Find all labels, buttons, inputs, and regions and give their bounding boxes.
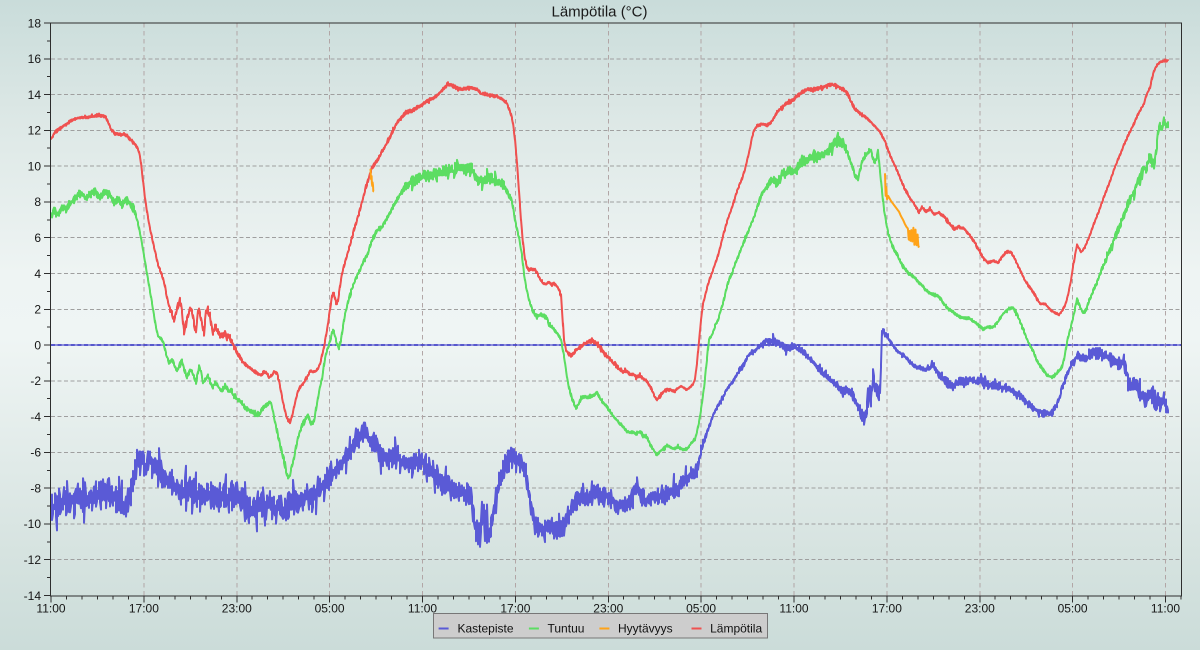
svg-text:Lämpötila: Lämpötila [710, 622, 762, 636]
svg-text:Kastepiste: Kastepiste [458, 622, 514, 636]
svg-text:Hyytävyys: Hyytävyys [618, 622, 673, 636]
svg-text:11:00: 11:00 [779, 602, 808, 616]
svg-text:11:00: 11:00 [1151, 602, 1180, 616]
svg-text:05:00: 05:00 [1058, 602, 1088, 616]
svg-text:05:00: 05:00 [315, 602, 345, 616]
svg-text:11:00: 11:00 [36, 602, 65, 616]
svg-text:12: 12 [28, 124, 42, 138]
svg-text:23:00: 23:00 [593, 602, 623, 616]
svg-text:23:00: 23:00 [965, 602, 995, 616]
svg-text:-2: -2 [30, 374, 41, 388]
svg-text:6: 6 [34, 231, 41, 245]
svg-text:23:00: 23:00 [222, 602, 252, 616]
svg-text:8: 8 [34, 195, 41, 209]
svg-text:-14: -14 [24, 589, 42, 603]
svg-text:0: 0 [34, 338, 41, 352]
svg-text:Tuntuu: Tuntuu [548, 622, 585, 636]
svg-text:05:00: 05:00 [686, 602, 716, 616]
svg-text:2: 2 [34, 303, 41, 317]
svg-text:-6: -6 [30, 446, 41, 460]
svg-text:Lämpötila (°C): Lämpötila (°C) [551, 4, 647, 21]
svg-text:4: 4 [34, 267, 41, 281]
svg-text:17:00: 17:00 [500, 602, 530, 616]
svg-text:17:00: 17:00 [872, 602, 902, 616]
svg-text:17:00: 17:00 [129, 602, 159, 616]
svg-text:10: 10 [28, 159, 42, 173]
svg-text:14: 14 [28, 88, 42, 102]
svg-text:-10: -10 [24, 517, 42, 531]
svg-text:16: 16 [28, 52, 42, 66]
svg-text:-12: -12 [24, 553, 42, 567]
svg-text:-8: -8 [30, 482, 41, 496]
svg-text:11:00: 11:00 [408, 602, 437, 616]
svg-text:18: 18 [28, 16, 42, 30]
svg-text:-4: -4 [30, 410, 41, 424]
